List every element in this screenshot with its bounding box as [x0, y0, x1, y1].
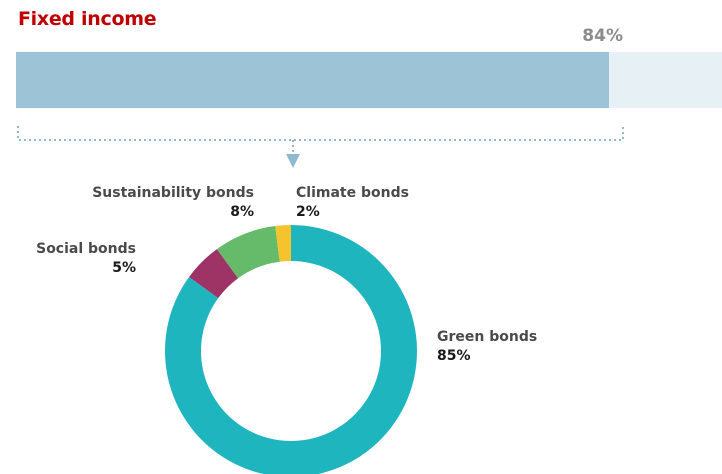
chart-title: Fixed income [18, 8, 157, 30]
slice-social-bonds [189, 249, 239, 299]
slice-name: Climate bonds [296, 185, 409, 201]
slice-name: Green bonds [437, 329, 538, 345]
label-climate-bonds: Climate bonds 2% [296, 184, 456, 222]
slice-climate-bonds [275, 225, 291, 262]
fixed-income-bar-track [16, 52, 722, 108]
slice-percent: 85% [437, 348, 471, 364]
slice-percent: 8% [230, 204, 254, 220]
slice-name: Social bonds [36, 241, 136, 257]
slice-percent: 2% [296, 204, 320, 220]
slice-sustainability-bonds [216, 225, 280, 279]
slice-name: Sustainability bonds [92, 185, 254, 201]
bracket-line [17, 126, 624, 141]
label-social-bonds: Social bonds 5% [10, 240, 136, 278]
bar-value-label: 84% [582, 26, 623, 46]
connector-arrow [286, 154, 300, 168]
slice-percent: 5% [112, 260, 136, 276]
label-sustainability-bonds: Sustainability bonds 8% [40, 184, 254, 222]
label-green-bonds: Green bonds 85% [437, 328, 597, 366]
fixed-income-bar-fill [16, 52, 610, 108]
